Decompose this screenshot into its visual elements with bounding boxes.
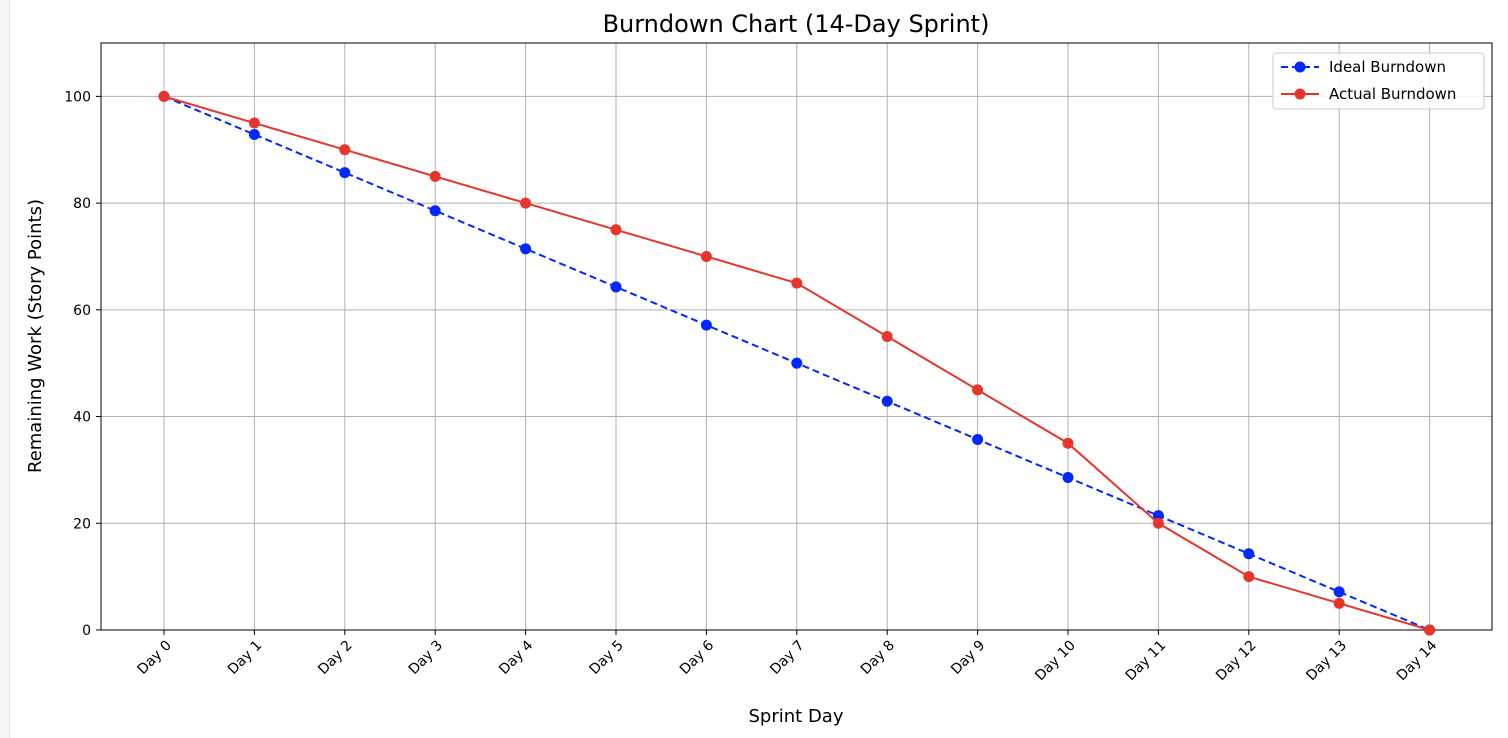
y-axis-label: Remaining Work (Story Points) <box>25 199 46 473</box>
data-point <box>791 277 803 289</box>
x-tick-label: Day 1 <box>225 638 265 678</box>
x-tick-label: Day 0 <box>135 638 175 678</box>
data-point <box>881 331 893 342</box>
data-point <box>610 281 622 293</box>
x-tick-label: Day 6 <box>677 637 717 677</box>
x-tick-label: Day 5 <box>587 638 627 678</box>
data-point <box>1243 571 1255 583</box>
x-tick-label: Day 4 <box>496 637 536 677</box>
data-point <box>1152 510 1164 522</box>
x-tick-label: Day 11 <box>1123 638 1170 685</box>
y-tick-label: 20 <box>73 516 91 532</box>
x-tick-label: Day 12 <box>1213 638 1260 685</box>
data-point <box>1333 586 1345 598</box>
data-point <box>339 144 351 156</box>
y-tick-label: 80 <box>73 196 91 212</box>
x-tick-label: Day 8 <box>858 638 898 678</box>
x-axis-ticks: Day 0 Day 1 Day 2 Day 3 Day 4 Day 5 Day 6 Day 7… <box>135 630 1441 685</box>
x-tick-label: Day 10 <box>1032 638 1079 685</box>
data-point <box>972 384 984 396</box>
data-point <box>1152 517 1164 529</box>
legend-box <box>1272 52 1485 110</box>
x-tick-label: Day 13 <box>1303 638 1350 685</box>
y-tick-label: 40 <box>73 410 91 426</box>
legend-item: Actual Burndown <box>1281 85 1456 103</box>
x-axis-label: Sprint Day <box>749 706 844 727</box>
data-point <box>520 197 532 209</box>
data-point <box>700 319 712 331</box>
data-point <box>429 170 441 182</box>
legend: Ideal Burndown Actual Burndown <box>1272 52 1485 110</box>
legend-item: Ideal Burndown <box>1281 58 1446 76</box>
data-point <box>429 205 441 217</box>
data-point <box>610 224 622 236</box>
y-tick-label: 100 <box>64 89 91 105</box>
data-point <box>1062 437 1074 449</box>
data-point <box>248 117 260 129</box>
chart-title: Burndown Chart (14-Day Sprint) <box>603 10 990 38</box>
data-point <box>881 395 893 407</box>
x-tick-label: Day 3 <box>406 638 446 678</box>
y-tick-label: 0 <box>82 623 91 639</box>
x-tick-label: Day 9 <box>948 638 988 678</box>
window-edge <box>0 0 10 738</box>
legend-marker <box>1294 88 1306 100</box>
legend-label: Ideal Burndown <box>1329 58 1446 76</box>
data-point <box>1243 548 1255 560</box>
x-tick-label: Day 7 <box>767 638 807 678</box>
x-tick-label: Day 2 <box>315 638 355 678</box>
series <box>158 90 1436 636</box>
data-point <box>1333 597 1345 609</box>
data-point <box>791 357 803 369</box>
data-point <box>520 243 532 255</box>
data-point <box>158 90 170 102</box>
data-point <box>1424 624 1436 636</box>
legend-label: Actual Burndown <box>1329 85 1456 103</box>
data-point <box>972 433 984 445</box>
series-actual-burndown <box>158 90 1436 636</box>
grid <box>101 43 1492 631</box>
data-point <box>248 128 260 140</box>
data-point <box>700 250 712 262</box>
data-point <box>1062 472 1074 484</box>
y-axis-ticks: 0 20 40 60 80 100 <box>64 89 101 639</box>
x-tick-label: Day 14 <box>1394 637 1441 684</box>
y-tick-label: 60 <box>73 303 91 319</box>
data-point <box>339 167 351 179</box>
legend-marker <box>1294 61 1306 73</box>
